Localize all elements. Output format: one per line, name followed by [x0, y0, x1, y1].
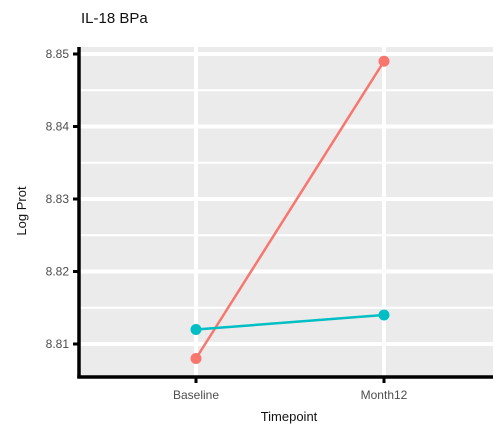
plot-panel — [79, 47, 493, 377]
series-2-point-baseline — [190, 324, 202, 335]
y-tick-label: 8.83 — [46, 192, 70, 206]
x-tick-label: Month12 — [361, 388, 408, 402]
x-axis-title: Timepoint — [261, 409, 318, 424]
x-tick-label: Baseline — [173, 388, 219, 402]
series-line-1 — [194, 60, 386, 360]
series-line-2 — [195, 313, 385, 331]
tick-layer: 8.81 8.82 8.83 8.84 8.85 Baseline Month12 — [46, 47, 408, 402]
y-tick-label: 8.85 — [46, 47, 70, 61]
y-tick-label: 8.81 — [46, 337, 70, 351]
chart-title: IL-18 BPa — [81, 10, 148, 27]
series-1-point-baseline — [190, 353, 202, 364]
gridlines — [79, 47, 493, 377]
series-1-point-month12 — [378, 55, 390, 67]
series-2-point-month12 — [378, 309, 390, 321]
y-axis-title: Log Prot — [14, 186, 29, 236]
axes — [77, 47, 493, 379]
y-tick-label: 8.84 — [46, 120, 70, 134]
y-tick-label: 8.82 — [46, 265, 70, 279]
series-layer — [190, 55, 390, 364]
